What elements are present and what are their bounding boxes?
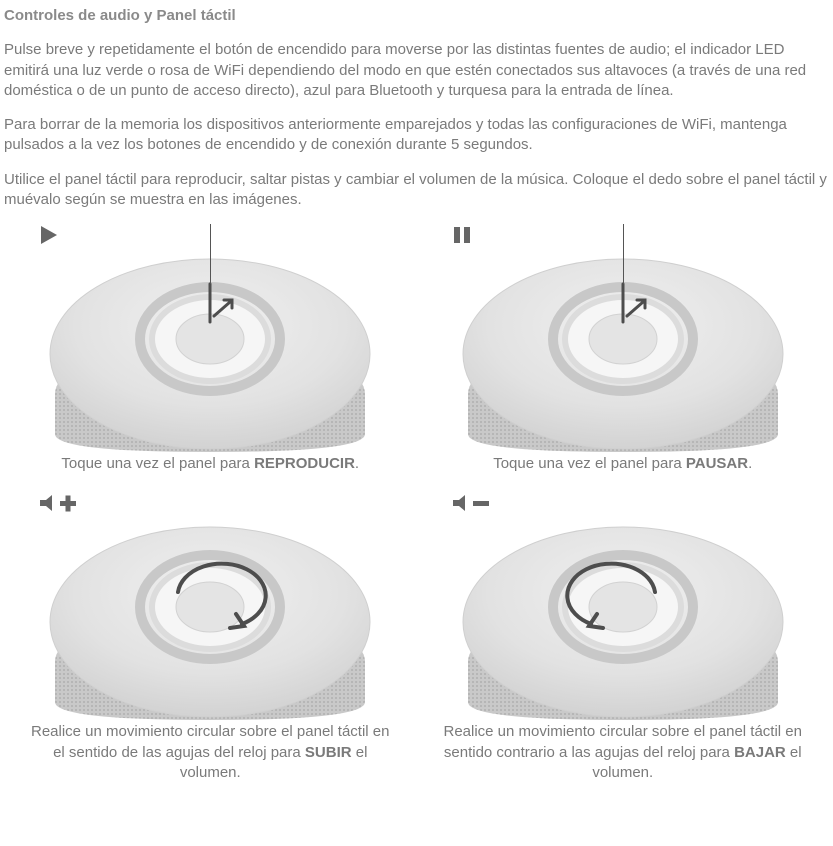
speaker-illustration (30, 492, 390, 722)
figure-grid: Toque una vez el panel para REPRODUCIR. (4, 224, 829, 801)
figure-volume-down: Realice un movimiento circular sobre el … (417, 492, 830, 801)
volume-down-icon (451, 492, 495, 520)
leader-line (623, 224, 624, 284)
figure-play: Toque una vez el panel para REPRODUCIR. (4, 224, 417, 492)
paragraph-1: Pulse breve y repetidamente el botón de … (4, 40, 829, 101)
volume-up-icon (38, 492, 82, 520)
caption-post: . (355, 455, 359, 472)
speaker-illustration (443, 492, 803, 722)
figure-pause: Toque una vez el panel para PAUSAR. (417, 224, 830, 492)
caption-volume-down: Realice un movimiento circular sobre el … (443, 722, 803, 783)
leader-line (210, 224, 211, 284)
play-icon (38, 224, 60, 252)
caption-bold: SUBIR (305, 744, 352, 761)
caption-text: Toque una vez el panel para (493, 455, 686, 472)
section-title: Controles de audio y Panel táctil (4, 6, 829, 26)
caption-volume-up: Realice un movimiento circular sobre el … (30, 722, 390, 783)
caption-bold: BAJAR (734, 744, 786, 761)
pause-icon (451, 224, 473, 252)
paragraph-3: Utilice el panel táctil para reproducir,… (4, 170, 829, 211)
caption-play: Toque una vez el panel para REPRODUCIR. (61, 454, 359, 474)
caption-bold: PAUSAR (686, 455, 748, 472)
caption-pause: Toque una vez el panel para PAUSAR. (493, 454, 752, 474)
paragraph-2: Para borrar de la memoria los dispositiv… (4, 115, 829, 156)
caption-bold: REPRODUCIR (254, 455, 355, 472)
figure-volume-up: Realice un movimiento circular sobre el … (4, 492, 417, 801)
caption-text: Toque una vez el panel para (61, 455, 254, 472)
caption-post: . (748, 455, 752, 472)
